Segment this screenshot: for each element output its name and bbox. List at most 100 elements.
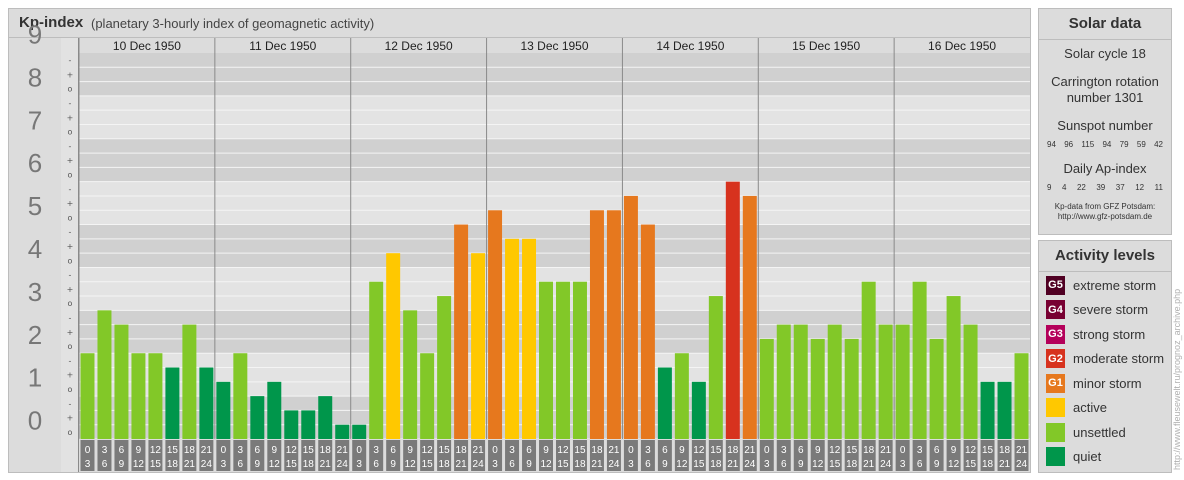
legend-label: minor storm <box>1073 375 1142 391</box>
title-bar: Kp-index (planetary 3-hourly index of ge… <box>9 9 1030 38</box>
interval-end-label: 12 <box>269 459 281 470</box>
interval-cell <box>556 440 570 471</box>
interval-start-label: 3 <box>102 445 108 456</box>
interval-start-label: 18 <box>591 445 603 456</box>
kp-bar <box>80 353 95 439</box>
carrington-line1: Carrington rotation <box>1051 74 1159 89</box>
y-subtick-label: o <box>68 171 73 180</box>
interval-end-label: 18 <box>167 459 179 470</box>
interval-end-label: 6 <box>373 459 379 470</box>
y-subtick-label: - <box>69 228 72 237</box>
interval-cell <box>216 440 231 471</box>
interval-cell <box>352 440 367 471</box>
interval-start-label: 18 <box>863 445 875 456</box>
interval-cell <box>233 440 248 471</box>
ap-value: 22 <box>1076 183 1086 192</box>
interval-end-label: 9 <box>119 459 125 470</box>
sunspot-value: 79 <box>1119 140 1129 149</box>
interval-cell <box>742 440 757 471</box>
kp-bar <box>844 338 859 439</box>
day-label: 12 Dec 1950 <box>385 39 453 53</box>
kp-bar <box>878 324 893 439</box>
interval-end-label: 3 <box>764 459 770 470</box>
legend-swatch: G3 <box>1046 324 1065 344</box>
sunspot-value: 94 <box>1047 140 1056 149</box>
interval-cell <box>182 440 197 471</box>
y-subtick-label: - <box>69 271 72 280</box>
interval-end-label: 15 <box>557 459 569 470</box>
kp-bar <box>691 381 706 439</box>
kp-bar <box>488 210 503 439</box>
legend-item: G5 extreme storm <box>1046 275 1156 295</box>
interval-start-label: 6 <box>798 445 804 456</box>
legend-swatch: G5 <box>1046 275 1065 295</box>
kp-bar <box>929 338 944 439</box>
interval-end-label: 9 <box>798 459 804 470</box>
interval-cell <box>318 440 333 471</box>
day-label: 16 Dec 1950 <box>928 39 996 53</box>
kp-bar <box>437 296 452 439</box>
kp-bar <box>148 353 163 439</box>
interval-end-label: 15 <box>286 459 298 470</box>
kp-bar <box>623 195 638 439</box>
kp-bar <box>606 210 621 439</box>
y-subtick-label: + <box>67 113 74 122</box>
interval-start-label: 12 <box>965 445 977 456</box>
y-tick-label: 1 <box>28 363 42 393</box>
y-subtick-label: o <box>68 299 73 308</box>
interval-end-label: 21 <box>591 459 603 470</box>
y-tick-label: 4 <box>28 234 42 264</box>
legend-label: moderate storm <box>1073 351 1165 366</box>
sunspot-values: 94 96 115 94 79 59 42 <box>1039 140 1171 149</box>
interval-end-label: 15 <box>150 459 162 470</box>
interval-start-label: 9 <box>679 445 685 456</box>
interval-start-label: 12 <box>557 445 569 456</box>
interval-cell <box>606 440 621 471</box>
y-subtick-label: o <box>68 428 73 437</box>
interval-end-label: 21 <box>320 459 332 470</box>
interval-cell <box>776 440 791 471</box>
kp-bar <box>318 396 333 439</box>
interval-cell <box>623 440 638 471</box>
kp-chart-panel: Kp-index (planetary 3-hourly index of ge… <box>8 8 1031 473</box>
interval-start-label: 3 <box>238 445 244 456</box>
chart-subtitle: (planetary 3-hourly index of geomagnetic… <box>91 16 375 31</box>
interval-cell <box>97 440 112 471</box>
interval-cell <box>420 440 435 471</box>
interval-cell <box>640 440 655 471</box>
kp-bar <box>505 238 520 439</box>
kp-bar <box>895 324 910 439</box>
y-tick-label: 6 <box>28 148 42 178</box>
kp-bar <box>742 195 757 439</box>
interval-end-label: 24 <box>744 459 756 470</box>
kp-bar <box>827 324 842 439</box>
kp-bar <box>114 324 129 439</box>
y-subtick-label: - <box>69 313 72 322</box>
interval-cell <box>114 440 129 471</box>
interval-end-label: 6 <box>238 459 244 470</box>
kp-bar <box>420 353 435 439</box>
interval-start-label: 21 <box>473 445 485 456</box>
kp-bar <box>708 296 723 439</box>
interval-cell <box>912 440 927 471</box>
day-label: 11 Dec 1950 <box>249 39 316 53</box>
interval-end-label: 12 <box>812 459 824 470</box>
legend-label: unsettled <box>1073 424 1126 440</box>
interval-end-label: 24 <box>880 459 892 470</box>
kp-bar <box>572 281 587 439</box>
kp-bar <box>335 424 350 439</box>
kp-bar <box>352 424 367 439</box>
interval-end-label: 24 <box>1016 459 1028 470</box>
interval-end-label: 24 <box>608 459 620 470</box>
kp-bar <box>250 396 265 439</box>
sunspot-label: Sunspot number <box>1057 118 1153 133</box>
interval-start-label: 21 <box>337 445 349 456</box>
kp-bar <box>1014 353 1029 439</box>
kp-bar <box>793 324 808 439</box>
day-label: 10 Dec 1950 <box>113 39 181 53</box>
kp-bar <box>657 367 672 439</box>
y-subtick-label: - <box>69 399 72 408</box>
watermark: http://www.fleusewelt.ru/prognoz_archive… <box>1172 288 1182 470</box>
interval-cell <box>284 440 299 471</box>
interval-start-label: 0 <box>356 445 362 456</box>
